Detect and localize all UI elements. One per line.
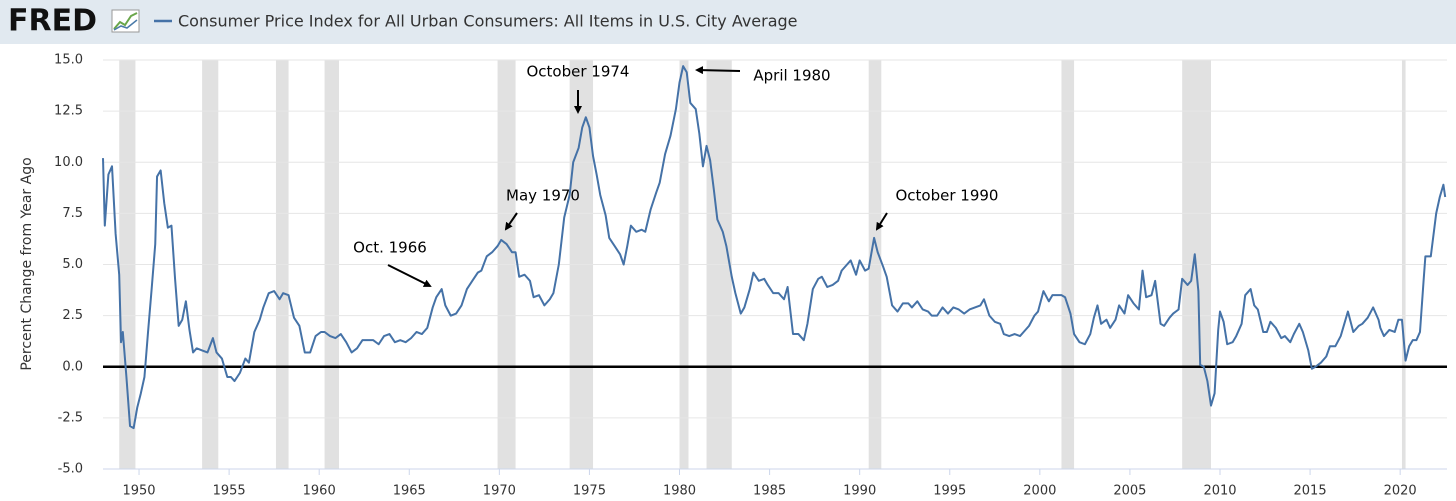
y-tick-label: 10.0: [54, 155, 83, 170]
y-tick-label: 0.0: [62, 359, 83, 374]
y-tick-label: 12.5: [54, 104, 83, 119]
annotation: October 1990: [896, 187, 999, 205]
header-bar: [0, 0, 1456, 44]
x-tick-label: 1980: [663, 484, 696, 499]
annotation: October 1974: [527, 63, 630, 81]
x-tick-label: 1950: [122, 484, 155, 499]
annotation: April 1980: [753, 67, 830, 85]
x-tick-label: 1990: [843, 484, 876, 499]
x-tick-label: 2010: [1203, 484, 1236, 499]
y-tick-label: -2.5: [58, 410, 83, 425]
y-tick-label: 7.5: [62, 206, 83, 221]
x-tick-label: 2015: [1294, 484, 1327, 499]
x-tick-label: 1970: [483, 484, 516, 499]
x-tick-label: 1955: [213, 484, 246, 499]
x-tick-label: 1965: [393, 484, 426, 499]
logo-icon: [111, 9, 140, 33]
annotation-arrow: [387, 264, 432, 287]
x-tick-label: 2005: [1113, 484, 1146, 499]
x-tick-label: 2000: [1023, 484, 1056, 499]
legend-label: Consumer Price Index for All Urban Consu…: [178, 12, 798, 31]
annotation: Oct. 1966: [353, 239, 427, 257]
y-tick-label: -5.0: [58, 462, 83, 477]
annotation-arrow: [875, 212, 888, 231]
annotation: May 1970: [506, 187, 580, 205]
x-tick-label: 1960: [303, 484, 336, 499]
y-tick-label: 15.0: [54, 53, 83, 68]
y-axis-label: Percent Change from Year Ago: [19, 157, 35, 370]
x-tick-label: 1985: [753, 484, 786, 499]
x-tick-label: 1995: [933, 484, 966, 499]
annotation-arrow: [504, 212, 518, 231]
line-series: [102, 65, 1447, 430]
logo: FRED: [8, 4, 97, 39]
x-tick-label: 1975: [573, 484, 606, 499]
x-tick-label: 2020: [1384, 484, 1417, 499]
y-tick-label: 2.5: [62, 308, 83, 323]
y-tick-label: 5.0: [62, 257, 83, 272]
annotation-arrow: [695, 66, 741, 75]
